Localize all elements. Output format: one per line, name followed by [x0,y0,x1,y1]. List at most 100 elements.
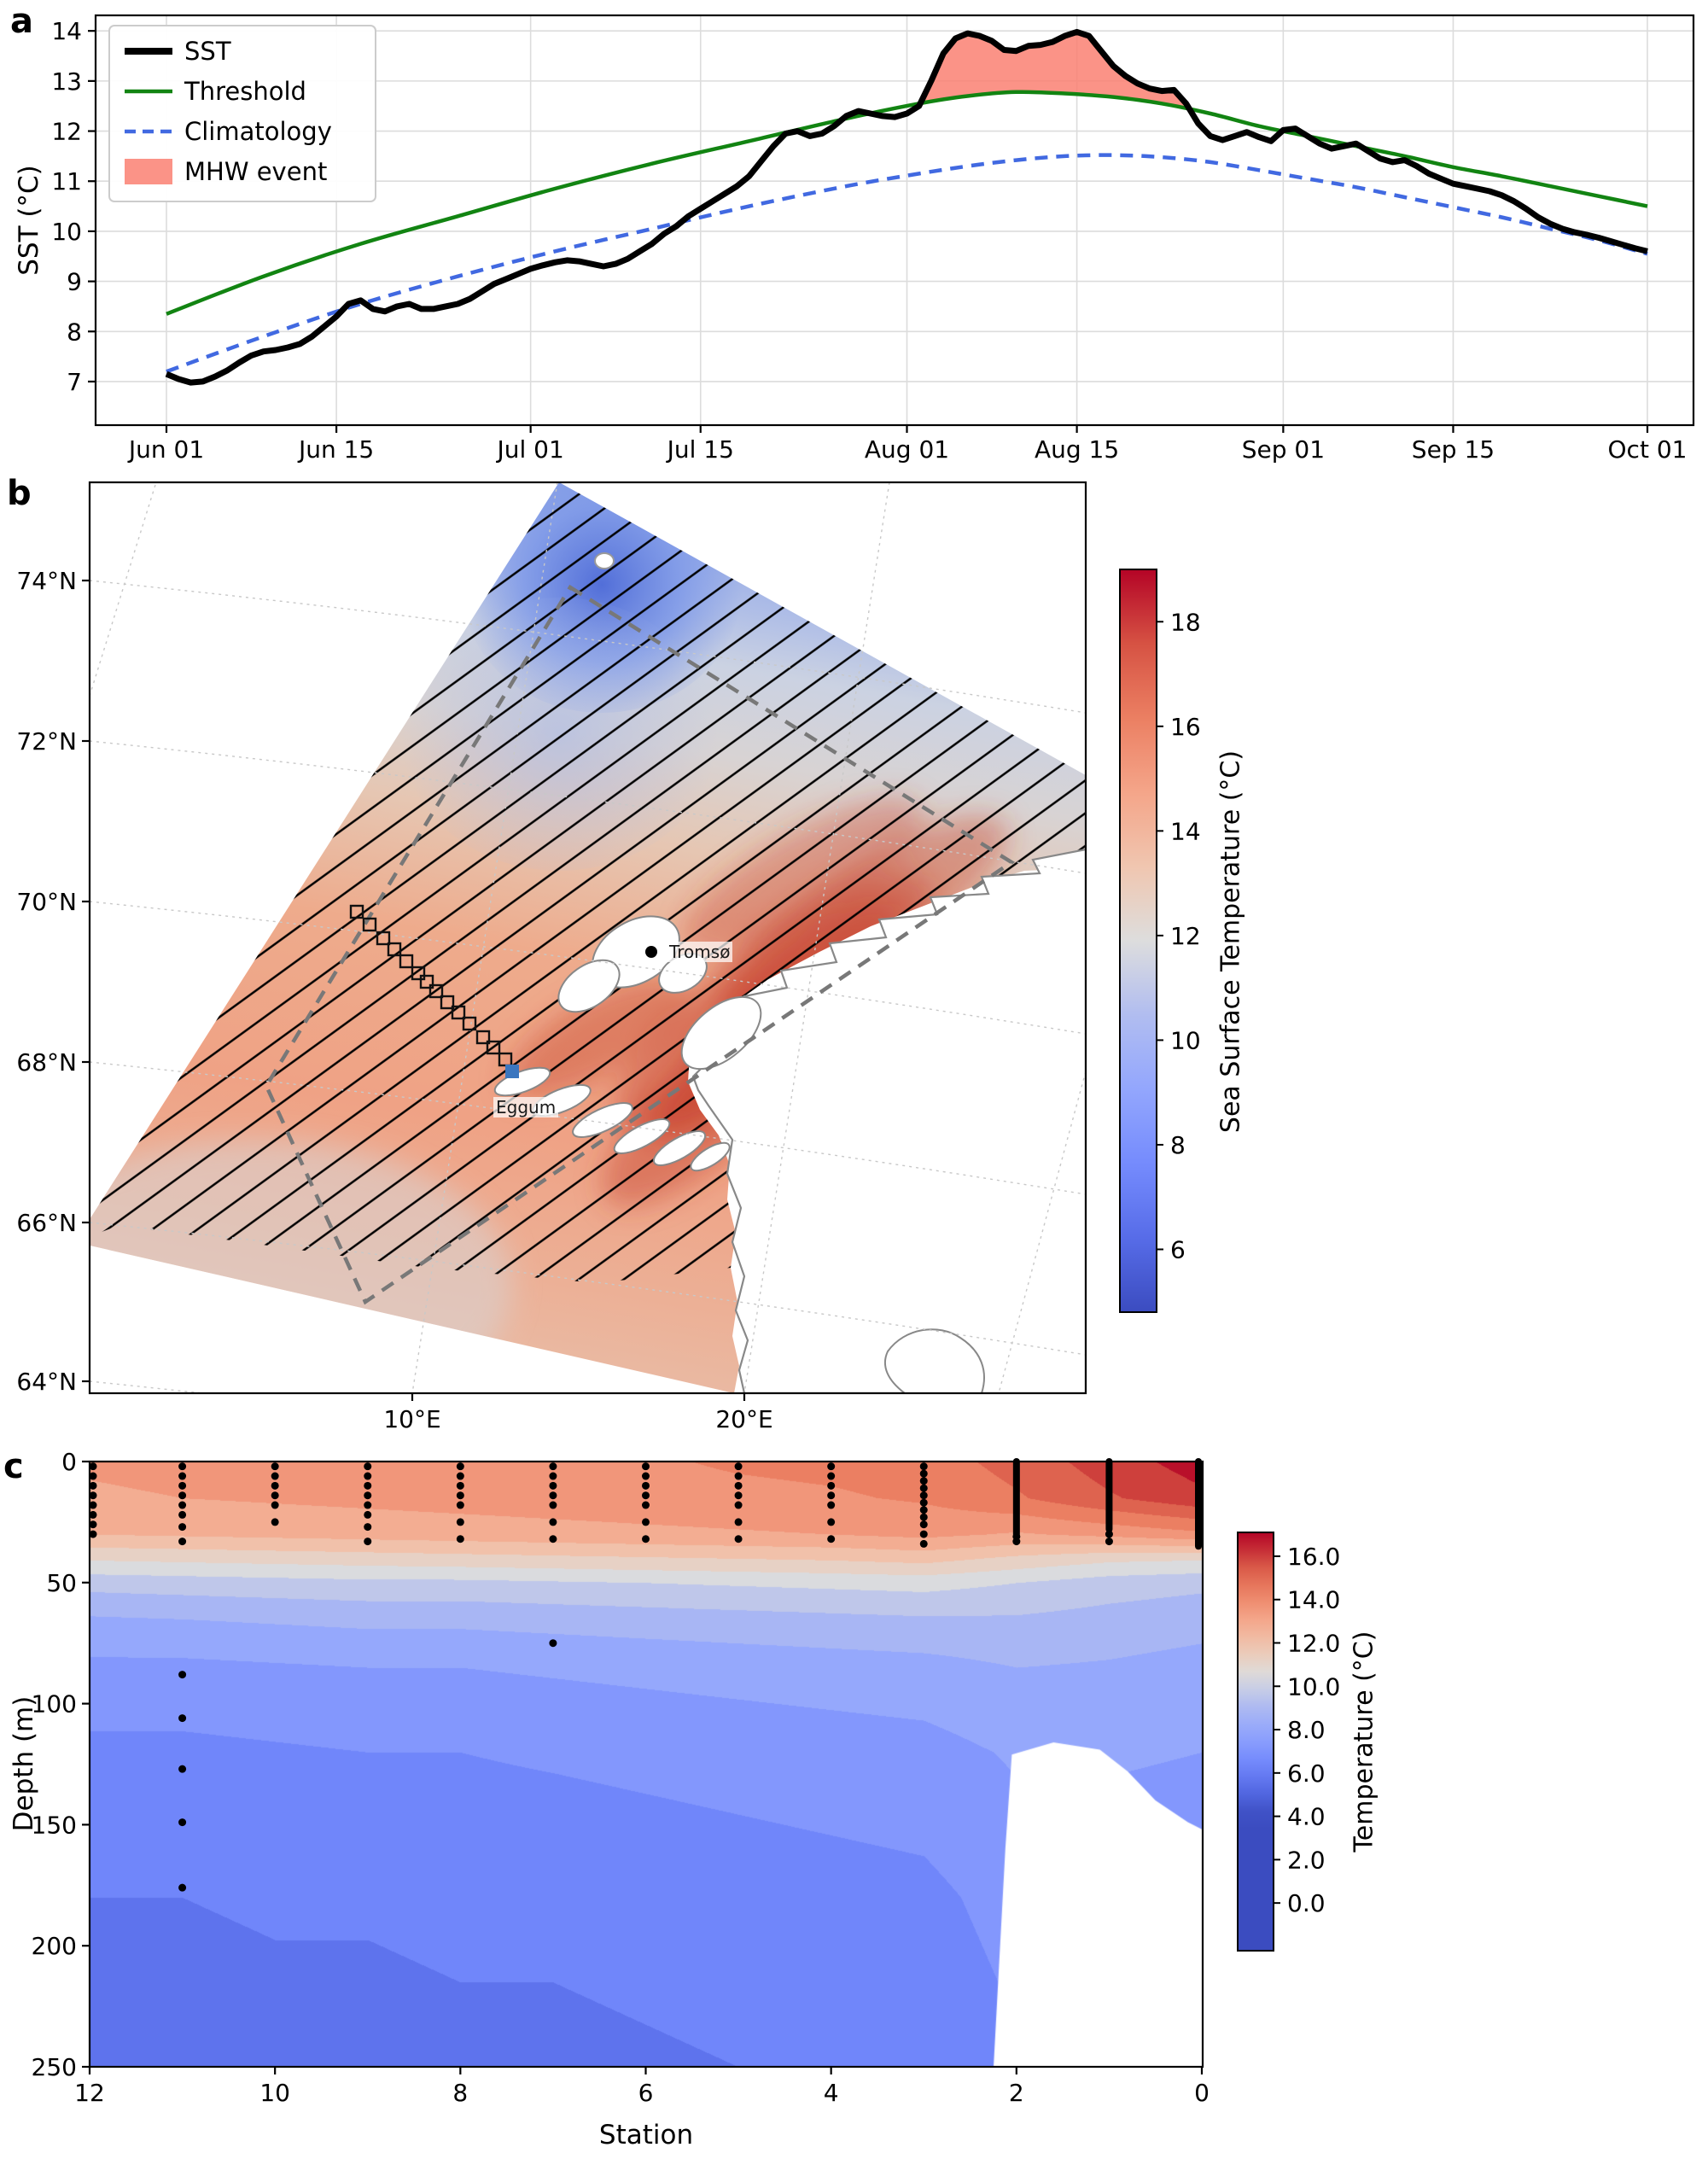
panel-c-frame [88,1460,1204,2069]
sample-dot [827,1491,836,1500]
panel-a-ytick-13: 13 [51,67,82,96]
sample-dot [734,1472,743,1480]
graticule [90,482,1086,1393]
coastal-island [680,995,762,1071]
sample-dot [642,1472,650,1480]
sample-dot [456,1472,464,1480]
panel-a-xtick-4: Aug 01 [865,435,949,464]
map-area [90,482,1086,1393]
sample-dot [178,1883,187,1892]
eggum-label: Eggum [493,1097,559,1117]
legend-label-0: SST [184,37,231,66]
panel-a-xtick-8: Oct 01 [1608,435,1688,464]
sample-dot [549,1639,557,1648]
lofoten-island [652,1130,707,1166]
panel-a-ytick-10: 10 [51,218,82,246]
panel-b-ytick-2: 70°N [16,888,77,916]
coastal-island [557,959,621,1013]
section-colorbar-label: Temperature (°C) [1349,1631,1379,1853]
sample-dot [919,1477,928,1485]
gulf-of-bothnia-outline [883,1328,985,1393]
sample-dot [364,1523,372,1532]
panel-temperature-section: c Depth (m) 12 10 8 6 4 2 0 0 50 100 150 200 250 16.0… [0,1447,1708,2159]
panel-a-ytick-9: 9 [67,268,82,296]
map-colorbar-tick-6: 6 [1170,1235,1186,1263]
sample-dot [549,1491,557,1500]
sample-dot [734,1518,743,1526]
sample-dot [919,1530,928,1538]
sample-dot [734,1535,743,1543]
sample-dot [549,1462,557,1471]
panel-b-ytick-1: 72°N [16,727,77,756]
transect-stations [349,904,513,1067]
sample-dot [178,1671,187,1679]
sample-dot [89,1462,97,1471]
map-colorbar [1119,569,1157,1313]
section-colorbar-tick-4.0: 4.0 [1287,1803,1326,1831]
station-square [349,904,364,919]
sample-dot [1012,1538,1021,1546]
panel-sst-map: b 74°N 72°N 70°N 68°N 66°N 64°N 10°E 20°E 18 16 14… [0,474,1708,1447]
panel-c-xtick-6: 6 [638,2079,654,2107]
panel-a-xtick-7: Sep 15 [1412,435,1495,464]
panel-b-frame [88,481,1087,1395]
sample-dot [364,1481,372,1490]
sample-dot [364,1491,372,1500]
sample-dot [89,1491,97,1500]
station-square [440,995,455,1010]
panel-c-letter: c [3,1447,24,1486]
panel-b-ytick-5: 64°N [16,1368,77,1396]
station-square [451,1005,466,1020]
panel-b-xtick-1: 20°E [715,1405,772,1433]
sample-dot [734,1481,743,1490]
panel-c-ytick-100: 100 [32,1690,77,1718]
station-square [411,966,426,981]
station-square [486,1040,501,1055]
panel-a-ytick-11: 11 [51,167,82,195]
sample-dot [549,1501,557,1509]
sample-dot [178,1523,187,1532]
section-colorbar-tick-12.0: 12.0 [1287,1629,1340,1657]
sample-dot [89,1481,97,1490]
sst-map: 74°N 72°N 70°N 68°N 66°N 64°N 10°E 20°E 18 16 14 12… [16,481,1201,1433]
panel-b-letter: b [7,474,32,513]
sample-dot [827,1518,836,1526]
lofoten-island [613,1118,671,1154]
sample-dot [919,1491,928,1500]
sample-dot [919,1520,928,1529]
panel-b-ytick-3: 68°N [16,1048,77,1077]
sample-dot [178,1481,187,1490]
sample-dot [364,1472,372,1480]
sample-dot [89,1510,97,1519]
section-colorbar-tick-14.0: 14.0 [1287,1586,1340,1614]
sample-dot [919,1539,928,1548]
mhw-hatching [90,482,1086,1283]
station-square [376,931,391,946]
sample-dot [827,1462,836,1471]
sample-dot [178,1714,187,1723]
panel-c-xtick-0: 0 [1194,2079,1210,2107]
mhw-event-fill [922,32,1190,109]
map-colorbar-tick-16: 16 [1170,713,1201,741]
legend: SST Threshold Climatology MHW event [108,25,376,202]
temperature-section-overlay: 12 10 8 6 4 2 005010015020025016.014.012.010.0… [32,1448,1341,2107]
sample-dot [734,1462,743,1471]
panel-a-xtick-2: Jul 01 [495,435,563,464]
tromso-dot [645,946,657,958]
map-colorbar-tick-18: 18 [1170,608,1201,636]
sst-timeseries-chart: Jun 01 Jun 15 Jul 01 Jul 15 Aug 01 Aug 15 Sep … [51,14,1695,464]
map-colorbar-tick-10: 10 [1170,1026,1201,1054]
panel-c-ytick-0: 0 [61,1448,77,1476]
sample-dot [178,1818,187,1827]
sample-dot [642,1481,650,1490]
panel-a-ytick-7: 7 [67,368,82,396]
sample-dot [89,1472,97,1480]
station-square [362,917,377,932]
sample-dot [642,1462,650,1471]
panel-a-frame [94,14,1695,427]
land [493,552,1086,1393]
map-colorbar-tick-14: 14 [1170,817,1201,845]
sample-dot [1105,1530,1113,1538]
section-colorbar-tick-2.0: 2.0 [1287,1846,1326,1874]
